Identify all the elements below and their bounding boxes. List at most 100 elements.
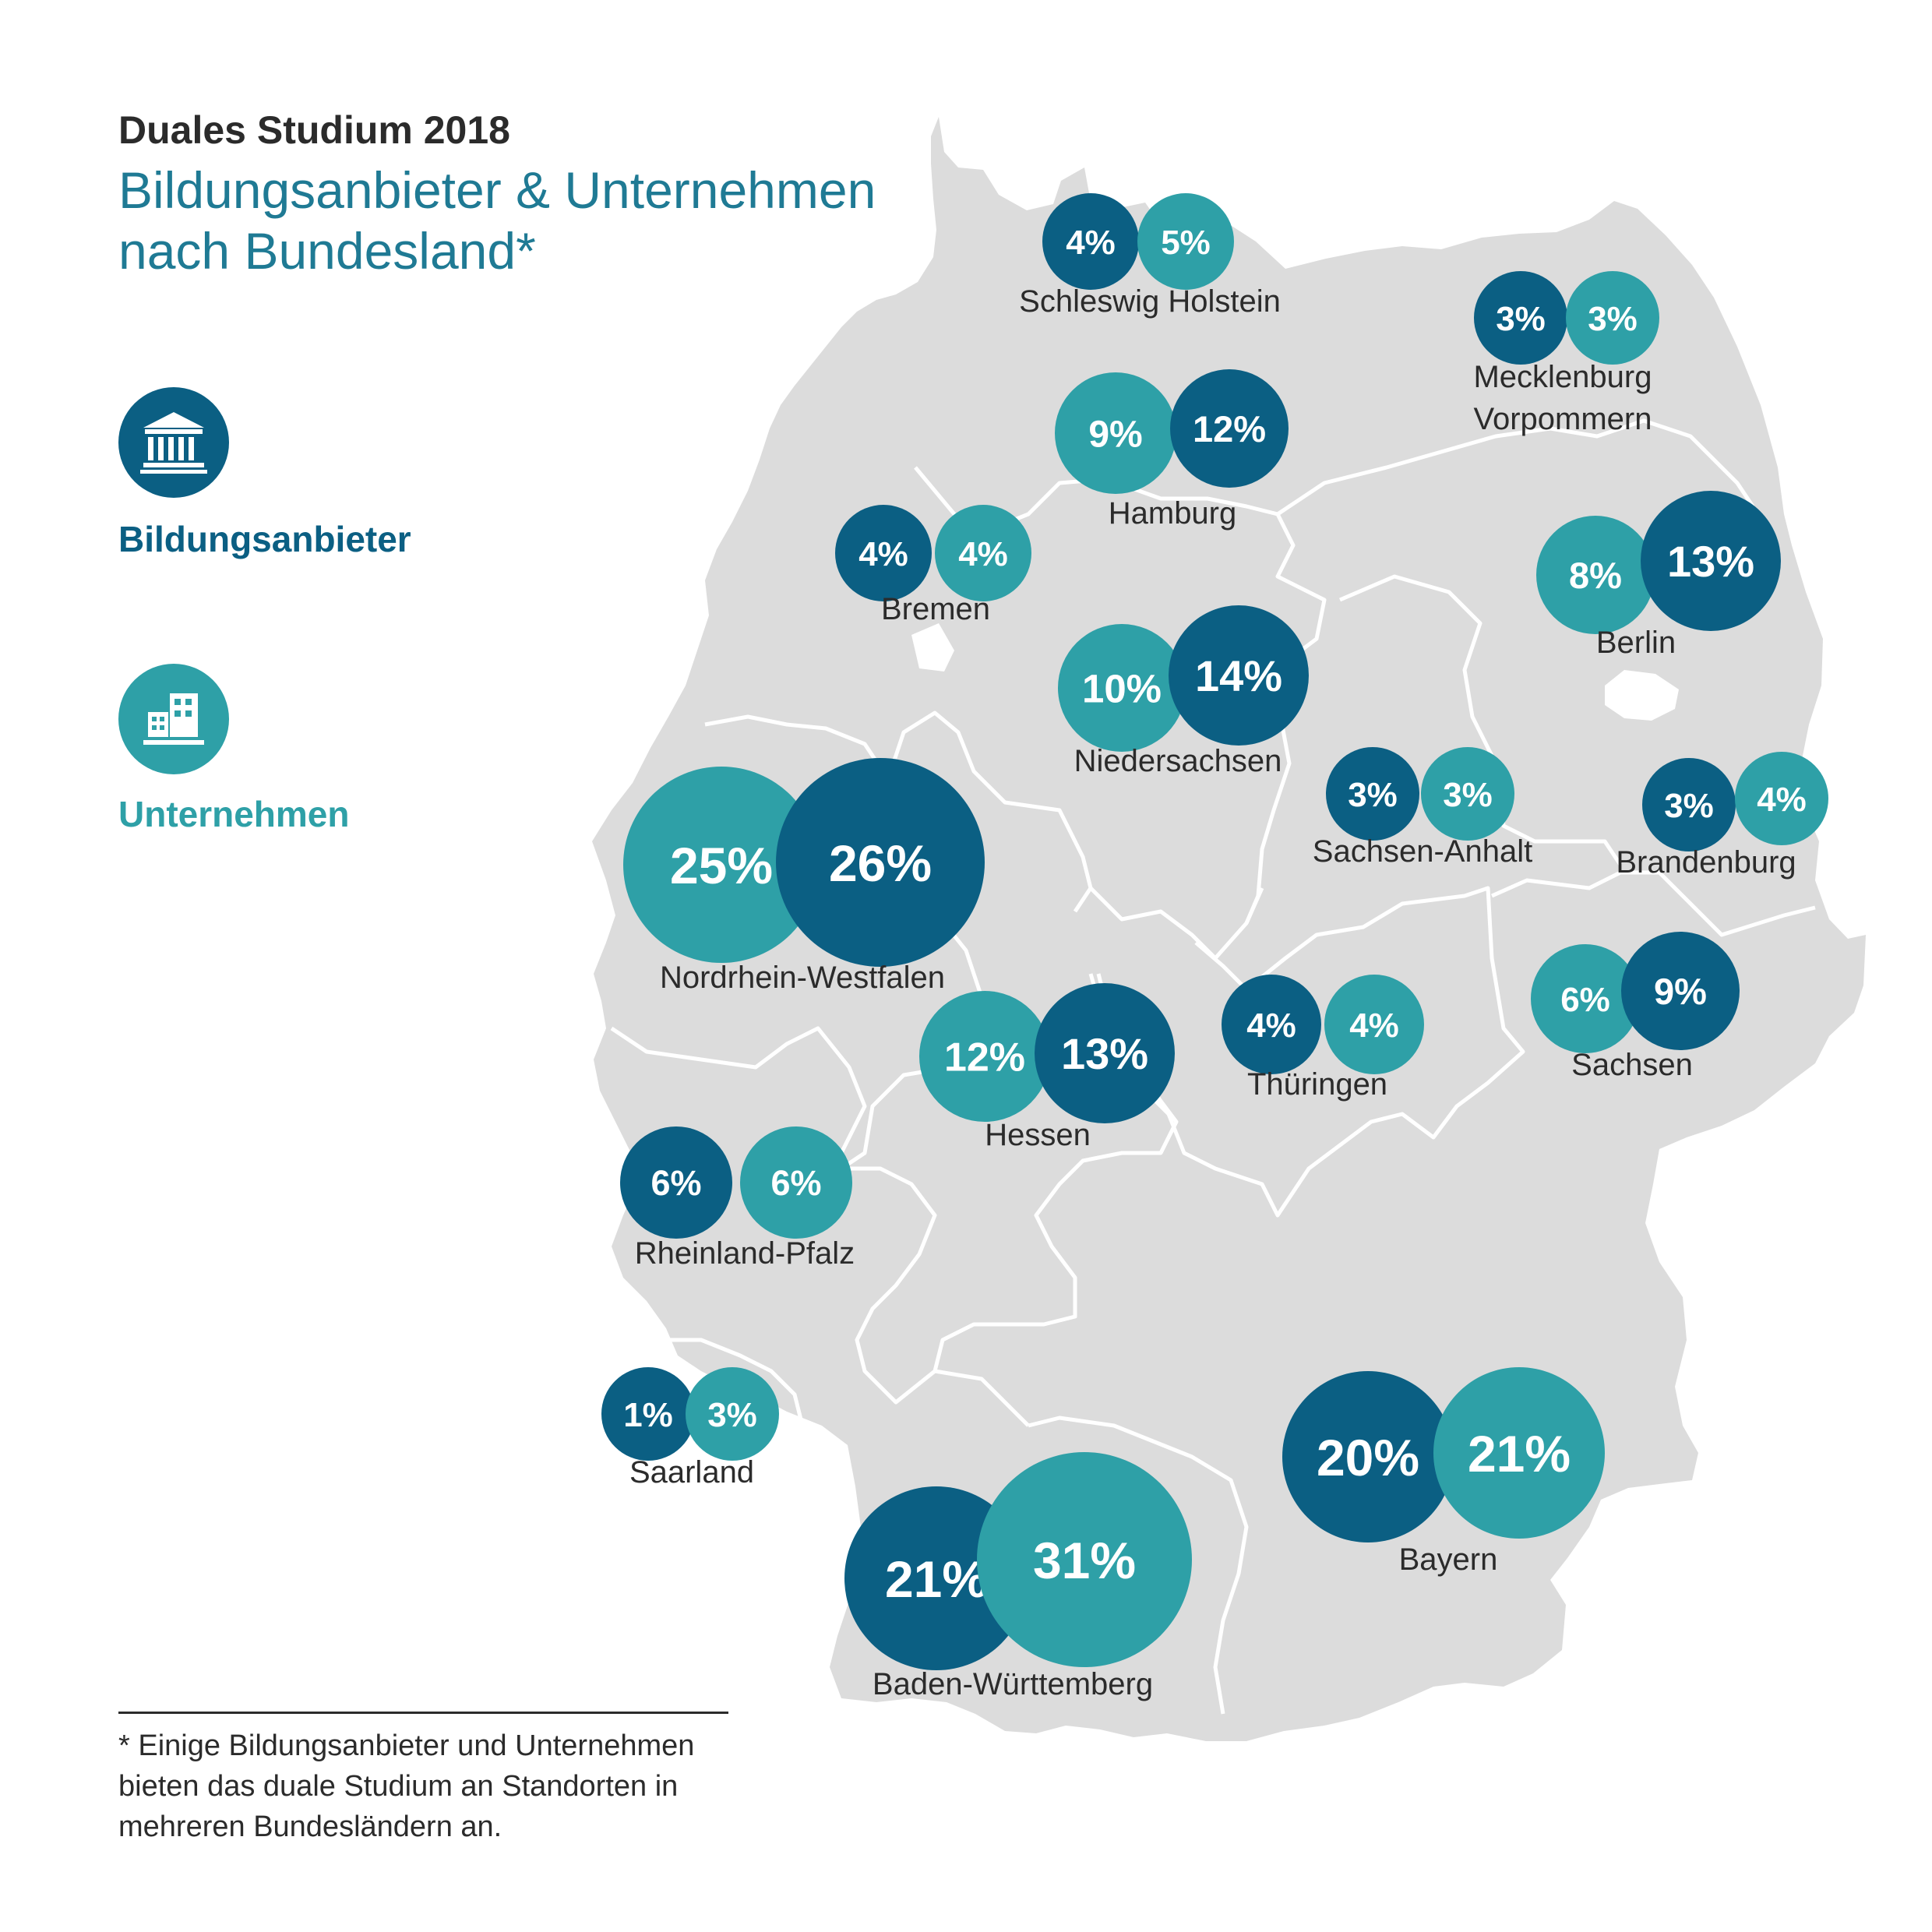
bubble-providers-sh-circle bbox=[1042, 193, 1139, 290]
bubble-providers-nw: 26% bbox=[776, 758, 985, 967]
footnote: * Einige Bildungsanbieter und Unternehme… bbox=[118, 1726, 773, 1847]
bubble-providers-be-value: 13% bbox=[1667, 537, 1754, 586]
bubble-companies-bb-circle bbox=[1735, 752, 1828, 845]
bubble-companies-sl-circle bbox=[686, 1367, 779, 1461]
office-buildings-icon bbox=[118, 664, 229, 774]
bubble-providers-be-circle bbox=[1641, 491, 1781, 631]
state-label-be: Berlin bbox=[1596, 626, 1676, 660]
bubble-companies-sn-circle bbox=[1531, 944, 1640, 1053]
bubble-providers-he-circle bbox=[1035, 983, 1175, 1123]
bubble-companies-th: 4% bbox=[1324, 975, 1424, 1074]
building-columns-icon-glyph bbox=[140, 412, 207, 474]
state-label-sn: Sachsen bbox=[1571, 1048, 1693, 1082]
state-label-he: Hessen bbox=[985, 1118, 1091, 1152]
bubble-companies-he-circle bbox=[919, 991, 1050, 1122]
bubble-providers-ni-circle bbox=[1169, 605, 1309, 746]
building-columns-icon bbox=[118, 387, 229, 498]
bubble-providers-hh: 12% bbox=[1170, 369, 1289, 488]
bubble-companies-by: 21% bbox=[1433, 1367, 1605, 1539]
border-sl bbox=[670, 1338, 805, 1467]
bubble-companies-nw-value: 25% bbox=[670, 837, 773, 894]
border-th bbox=[1096, 886, 1525, 1218]
bubble-providers-hb: 4% bbox=[835, 505, 932, 601]
bubble-providers-rp-value: 6% bbox=[650, 1163, 701, 1203]
state-mv: 3% 3% Mecklenburg Vorpommern bbox=[1473, 271, 1659, 436]
bubble-providers-th-circle bbox=[1222, 975, 1321, 1074]
subtitle-line-2: nach Bundesland* bbox=[118, 222, 536, 280]
footnote-line-3: mehreren Bundesländern an. bbox=[118, 1810, 502, 1843]
border-rp-bw bbox=[841, 1166, 1030, 1427]
bubble-providers-sl-value: 1% bbox=[623, 1396, 673, 1434]
state-label-nw: Nordrhein-Westfalen bbox=[660, 961, 945, 995]
bubble-providers-bb-circle bbox=[1642, 758, 1736, 851]
bubble-providers-hh-value: 12% bbox=[1193, 408, 1266, 450]
bubble-companies-he-value: 12% bbox=[944, 1035, 1025, 1081]
state-by: 20% 21% Bayern bbox=[1282, 1367, 1605, 1577]
bubble-providers-mv-value: 3% bbox=[1496, 300, 1546, 338]
state-he: 12% 13% Hessen bbox=[919, 983, 1175, 1152]
bubble-providers-nw-value: 26% bbox=[829, 834, 932, 892]
border-bw-by bbox=[1028, 1416, 1249, 1715]
footnote-divider bbox=[118, 1712, 728, 1714]
bubble-providers-st-circle bbox=[1326, 747, 1419, 841]
border-sn bbox=[1490, 870, 1816, 937]
bubble-providers-hh-circle bbox=[1170, 369, 1289, 488]
bremen-shape bbox=[911, 623, 954, 672]
bubble-companies-sh: 5% bbox=[1137, 193, 1234, 290]
bubble-providers-rp: 6% bbox=[620, 1126, 732, 1239]
bubble-companies-hh-circle bbox=[1055, 372, 1176, 494]
state-hb: 4% 4% Bremen bbox=[835, 505, 1031, 626]
bubble-providers-hb-value: 4% bbox=[858, 535, 908, 573]
border-ni-he bbox=[1089, 887, 1264, 961]
page-title: Duales Studium 2018 bbox=[118, 108, 510, 152]
state-label-hh: Hamburg bbox=[1109, 496, 1237, 531]
bubble-providers-ni-value: 14% bbox=[1195, 651, 1282, 700]
bubble-companies-sl: 3% bbox=[686, 1367, 779, 1461]
bubble-companies-st-circle bbox=[1421, 747, 1514, 841]
lake-shape bbox=[1605, 670, 1679, 721]
bubble-companies-bw-value: 31% bbox=[1033, 1532, 1136, 1589]
state-nw: 25% 26% Nordrhein-Westfalen bbox=[623, 758, 985, 995]
bubble-providers-sn: 9% bbox=[1621, 932, 1740, 1050]
bubble-companies-ni: 10% bbox=[1058, 624, 1186, 752]
bubble-companies-sn-value: 6% bbox=[1560, 981, 1610, 1019]
bubble-providers-ni: 14% bbox=[1169, 605, 1309, 746]
bubble-providers-sl: 1% bbox=[601, 1367, 695, 1461]
bubble-companies-th-circle bbox=[1324, 975, 1424, 1074]
bubble-providers-mv-circle bbox=[1474, 271, 1567, 365]
bubble-providers-bb: 3% bbox=[1642, 758, 1736, 851]
bubble-providers-hb-circle bbox=[835, 505, 932, 601]
bubble-companies-rp: 6% bbox=[740, 1126, 852, 1239]
bubble-companies-mv: 3% bbox=[1566, 271, 1659, 365]
state-be: 8% 13% Berlin bbox=[1536, 491, 1781, 660]
bubble-companies-rp-value: 6% bbox=[770, 1163, 821, 1203]
border-mv-bb bbox=[1276, 418, 1755, 516]
bubble-providers-sh: 4% bbox=[1042, 193, 1139, 290]
bubble-companies-hb-circle bbox=[935, 505, 1031, 601]
bubble-providers-rp-circle bbox=[620, 1126, 732, 1239]
bubble-companies-nw: 25% bbox=[623, 767, 820, 963]
state-bb: 3% 4% Brandenburg bbox=[1616, 752, 1828, 880]
footnote-line-1: * Einige Bildungsanbieter und Unternehme… bbox=[118, 1729, 695, 1762]
state-label-st: Sachsen-Anhalt bbox=[1313, 834, 1532, 869]
bubble-providers-by: 20% bbox=[1282, 1371, 1454, 1542]
state-hh: 9% 12% Hamburg bbox=[1055, 369, 1289, 531]
border-st-bb bbox=[1339, 574, 1623, 866]
bubble-companies-st: 3% bbox=[1421, 747, 1514, 841]
bubble-providers-sh-value: 4% bbox=[1066, 224, 1116, 262]
state-label-ni: Niedersachsen bbox=[1074, 744, 1282, 778]
subtitle-line-1: Bildungsanbieter & Unternehmen bbox=[118, 161, 876, 219]
bubble-companies-sh-circle bbox=[1137, 193, 1234, 290]
bubble-providers-by-value: 20% bbox=[1317, 1429, 1419, 1486]
bubble-companies-st-value: 3% bbox=[1443, 776, 1493, 814]
bubble-providers-he: 13% bbox=[1035, 983, 1175, 1123]
state-bw: 21% 31% Baden-Württemberg bbox=[844, 1452, 1192, 1701]
legend-label-companies: Unternehmen bbox=[118, 794, 350, 834]
border-nw-rp bbox=[610, 1026, 867, 1155]
bubble-companies-hh-value: 9% bbox=[1088, 414, 1142, 455]
state-label-bb: Brandenburg bbox=[1616, 845, 1796, 880]
state-label-by: Bayern bbox=[1399, 1542, 1498, 1577]
bubble-companies-sn: 6% bbox=[1531, 944, 1640, 1053]
